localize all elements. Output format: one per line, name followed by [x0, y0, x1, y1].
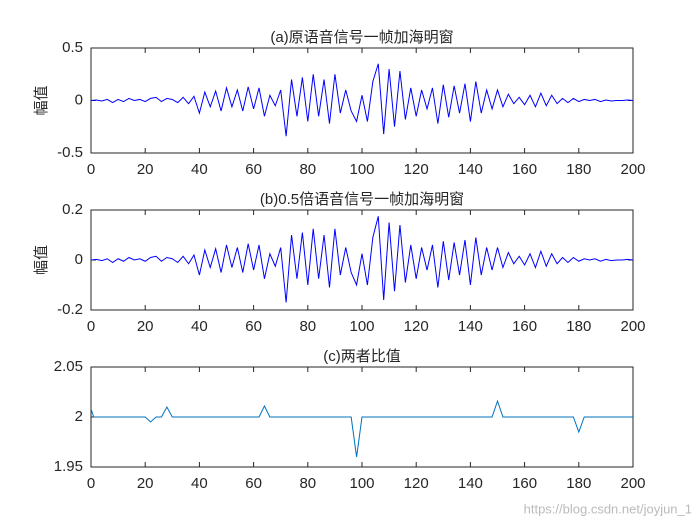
x-tick-label: 180 — [566, 318, 591, 335]
x-tick-label: 160 — [512, 475, 537, 492]
x-tick-label: 60 — [245, 318, 262, 335]
x-tick-label: 40 — [191, 161, 208, 178]
y-axis-label: 幅值 — [33, 85, 50, 115]
x-tick-label: 180 — [566, 161, 591, 178]
y-tick-label: 2.05 — [54, 358, 83, 375]
x-tick-label: 80 — [299, 161, 316, 178]
x-tick-label: 140 — [458, 161, 483, 178]
y-tick-label: 2 — [75, 408, 83, 425]
x-tick-label: 20 — [137, 161, 154, 178]
signal-line — [90, 399, 633, 458]
x-tick-label: 140 — [458, 475, 483, 492]
x-tick-label: 180 — [566, 475, 591, 492]
x-tick-label: 100 — [349, 475, 374, 492]
x-tick-label: 80 — [299, 475, 316, 492]
x-tick-label: 0 — [87, 475, 95, 492]
chart-title: (a)原语音信号一帧加海明窗 — [270, 28, 453, 46]
x-tick-label: 0 — [87, 161, 95, 178]
x-tick-label: 40 — [191, 475, 208, 492]
y-tick-label: -0.2 — [57, 301, 83, 318]
x-tick-label: 160 — [512, 318, 537, 335]
y-tick-label: -0.5 — [57, 144, 83, 161]
x-tick-label: 100 — [349, 318, 374, 335]
x-tick-label: 0 — [87, 318, 95, 335]
x-tick-label: 60 — [245, 475, 262, 492]
y-tick-label: 0 — [75, 91, 83, 108]
x-tick-label: 60 — [245, 161, 262, 178]
x-tick-label: 120 — [404, 318, 429, 335]
chart-title: (b)0.5倍语音信号一帧加海明窗 — [260, 190, 464, 208]
y-tick-label: 1.95 — [54, 458, 83, 475]
y-axis-label: 幅值 — [33, 245, 50, 275]
x-tick-label: 40 — [191, 318, 208, 335]
signal-line — [90, 216, 634, 303]
x-tick-label: 140 — [458, 318, 483, 335]
x-tick-label: 100 — [349, 161, 374, 178]
x-tick-label: 80 — [299, 318, 316, 335]
x-tick-label: 200 — [620, 161, 645, 178]
plot-area — [90, 209, 634, 311]
y-tick-label: 0.2 — [62, 201, 83, 218]
x-tick-label: 200 — [620, 318, 645, 335]
x-tick-label: 20 — [137, 475, 154, 492]
x-tick-label: 20 — [137, 318, 154, 335]
y-tick-label: 0 — [75, 251, 83, 268]
x-tick-label: 160 — [512, 161, 537, 178]
signal-line — [90, 63, 634, 137]
chart-title: (c)两者比值 — [323, 348, 401, 365]
x-tick-label: 200 — [620, 475, 645, 492]
watermark: https://blog.csdn.net/joyjun_1 — [524, 501, 692, 516]
plot-area — [90, 47, 634, 154]
y-tick-label: 0.5 — [62, 39, 83, 56]
x-tick-label: 120 — [404, 161, 429, 178]
x-tick-label: 120 — [404, 475, 429, 492]
